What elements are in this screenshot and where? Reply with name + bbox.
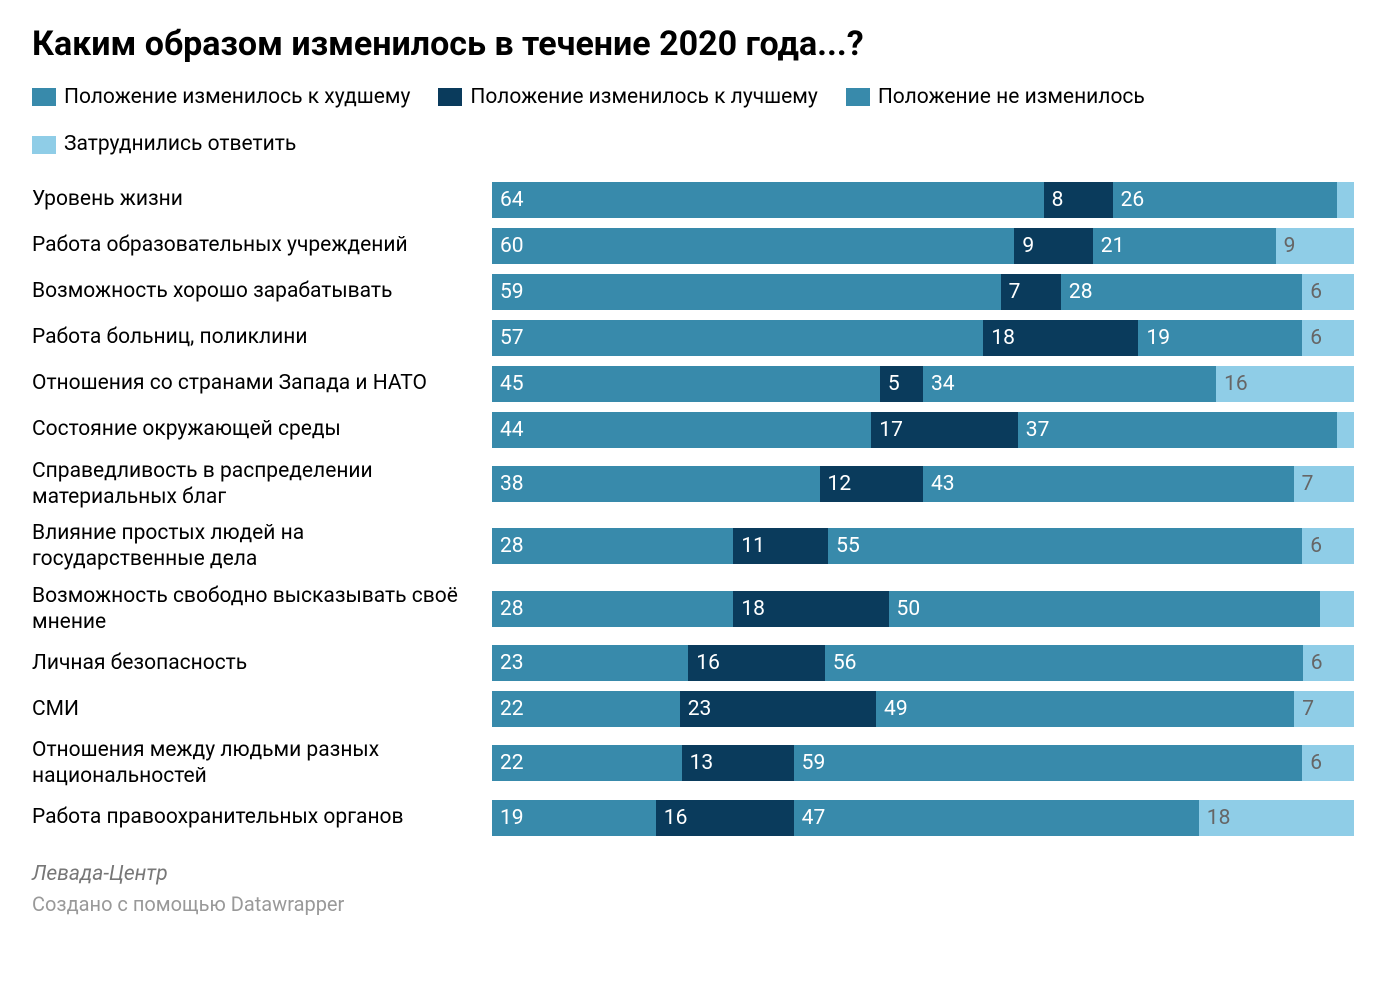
bar-segment: 6: [1302, 745, 1354, 781]
bar-segment: 28: [492, 591, 733, 627]
row-label: Личная безопасность: [32, 650, 478, 676]
bar-row: 441737: [492, 412, 1354, 448]
bar-segment: 18: [733, 591, 888, 627]
legend-label: Затруднились ответить: [64, 130, 296, 159]
row-label: Возможность хорошо зарабатывать: [32, 278, 478, 304]
bar-segment: 18: [983, 320, 1138, 356]
legend-label: Положение изменилось к худшему: [64, 83, 410, 112]
legend-swatch: [32, 136, 56, 154]
legend-item: Положение изменилось к лучшему: [438, 83, 817, 112]
bar-row: 609219: [492, 228, 1354, 264]
bar-row: 281850: [492, 591, 1354, 627]
legend-label: Положение не изменилось: [878, 83, 1145, 112]
bar-segment: 7: [1294, 691, 1354, 727]
bar-segment: 19: [1138, 320, 1302, 356]
stacked-bar-chart: Уровень жизни 64826 Работа образовательных…: [32, 182, 1354, 836]
bar-segment: 50: [889, 591, 1320, 627]
bar-row: 597286: [492, 274, 1354, 310]
bar-segment: 6: [1302, 274, 1354, 310]
bar-segment: 45: [492, 366, 880, 402]
bar-row: 2316566: [492, 645, 1354, 681]
bar-segment: 6: [1303, 645, 1354, 681]
bar-row: 2811556: [492, 528, 1354, 564]
row-label: Работа больниц, поликлини: [32, 324, 478, 350]
bar-row: 5718196: [492, 320, 1354, 356]
bar-segment: 49: [876, 691, 1294, 727]
bar-segment: 13: [682, 745, 794, 781]
bar-segment: 64: [492, 182, 1044, 218]
bar-segment: 19: [492, 800, 656, 836]
legend-swatch: [846, 88, 870, 106]
bar-segment: 7: [1001, 274, 1061, 310]
row-label: Работа образовательных учреждений: [32, 232, 478, 258]
bar-segment: 59: [794, 745, 1303, 781]
bar-segment: 56: [825, 645, 1303, 681]
bar-segment: 22: [492, 691, 680, 727]
bar-segment: 38: [492, 466, 820, 502]
bar-segment: 16: [656, 800, 794, 836]
legend-item: Положение не изменилось: [846, 83, 1145, 112]
bar-segment: 60: [492, 228, 1014, 264]
chart-container: Каким образом изменилось в течение 2020 …: [0, 0, 1386, 940]
bar-segment: 17: [871, 412, 1018, 448]
bar-segment: 8: [1044, 182, 1113, 218]
bar-segment: [1320, 591, 1354, 627]
row-label: Возможность свободно высказывать своё мн…: [32, 583, 478, 636]
bar-segment: 26: [1113, 182, 1337, 218]
bar-segment: 34: [923, 366, 1216, 402]
bar-segment: 43: [923, 466, 1294, 502]
bar-segment: 9: [1014, 228, 1092, 264]
legend: Положение изменилось к худшему Положение …: [32, 83, 1354, 160]
bar-segment: 5: [880, 366, 923, 402]
bar-row: 2223497: [492, 691, 1354, 727]
bar-segment: 16: [1216, 366, 1354, 402]
bar-segment: 59: [492, 274, 1001, 310]
chart-title: Каким образом изменилось в течение 2020 …: [32, 24, 1354, 65]
bar-segment: [1337, 412, 1354, 448]
legend-item: Положение изменилось к худшему: [32, 83, 410, 112]
bar-segment: 18: [1199, 800, 1354, 836]
bar-segment: 23: [680, 691, 876, 727]
row-label: Отношения между людьми разных национальн…: [32, 737, 478, 790]
bar-segment: 9: [1276, 228, 1354, 264]
bar-segment: 44: [492, 412, 871, 448]
row-label: Влияние простых людей на государственные…: [32, 520, 478, 573]
row-label: Справедливость в распределении материаль…: [32, 458, 478, 511]
bar-segment: 37: [1018, 412, 1337, 448]
bar-row: 19164718: [492, 800, 1354, 836]
bar-segment: 21: [1093, 228, 1276, 264]
bar-row: 4553416: [492, 366, 1354, 402]
bar-segment: 11: [733, 528, 828, 564]
bar-segment: [1337, 182, 1354, 218]
bar-segment: 7: [1294, 466, 1354, 502]
bar-row: 3812437: [492, 466, 1354, 502]
bar-segment: 16: [688, 645, 825, 681]
bar-segment: 28: [1061, 274, 1302, 310]
legend-swatch: [438, 88, 462, 106]
bar-segment: 55: [828, 528, 1302, 564]
bar-segment: 28: [492, 528, 733, 564]
legend-item: Затруднились ответить: [32, 130, 296, 159]
bar-segment: 23: [492, 645, 688, 681]
row-label: СМИ: [32, 696, 478, 722]
credit-text: Создано с помощью Datawrapper: [32, 892, 1354, 916]
source-text: Левада-Центр: [32, 862, 1354, 886]
bar-segment: 12: [820, 466, 923, 502]
row-label: Отношения со странами Запада и НАТО: [32, 370, 478, 396]
bar-row: 64826: [492, 182, 1354, 218]
bar-row: 2213596: [492, 745, 1354, 781]
legend-label: Положение изменилось к лучшему: [470, 83, 817, 112]
row-label: Уровень жизни: [32, 186, 478, 212]
bar-segment: 6: [1302, 528, 1354, 564]
row-label: Работа правоохранительных органов: [32, 804, 478, 830]
row-label: Состояние окружающей среды: [32, 416, 478, 442]
bar-segment: 6: [1302, 320, 1354, 356]
bar-segment: 22: [492, 745, 682, 781]
bar-segment: 47: [794, 800, 1199, 836]
legend-swatch: [32, 88, 56, 106]
bar-segment: 57: [492, 320, 983, 356]
